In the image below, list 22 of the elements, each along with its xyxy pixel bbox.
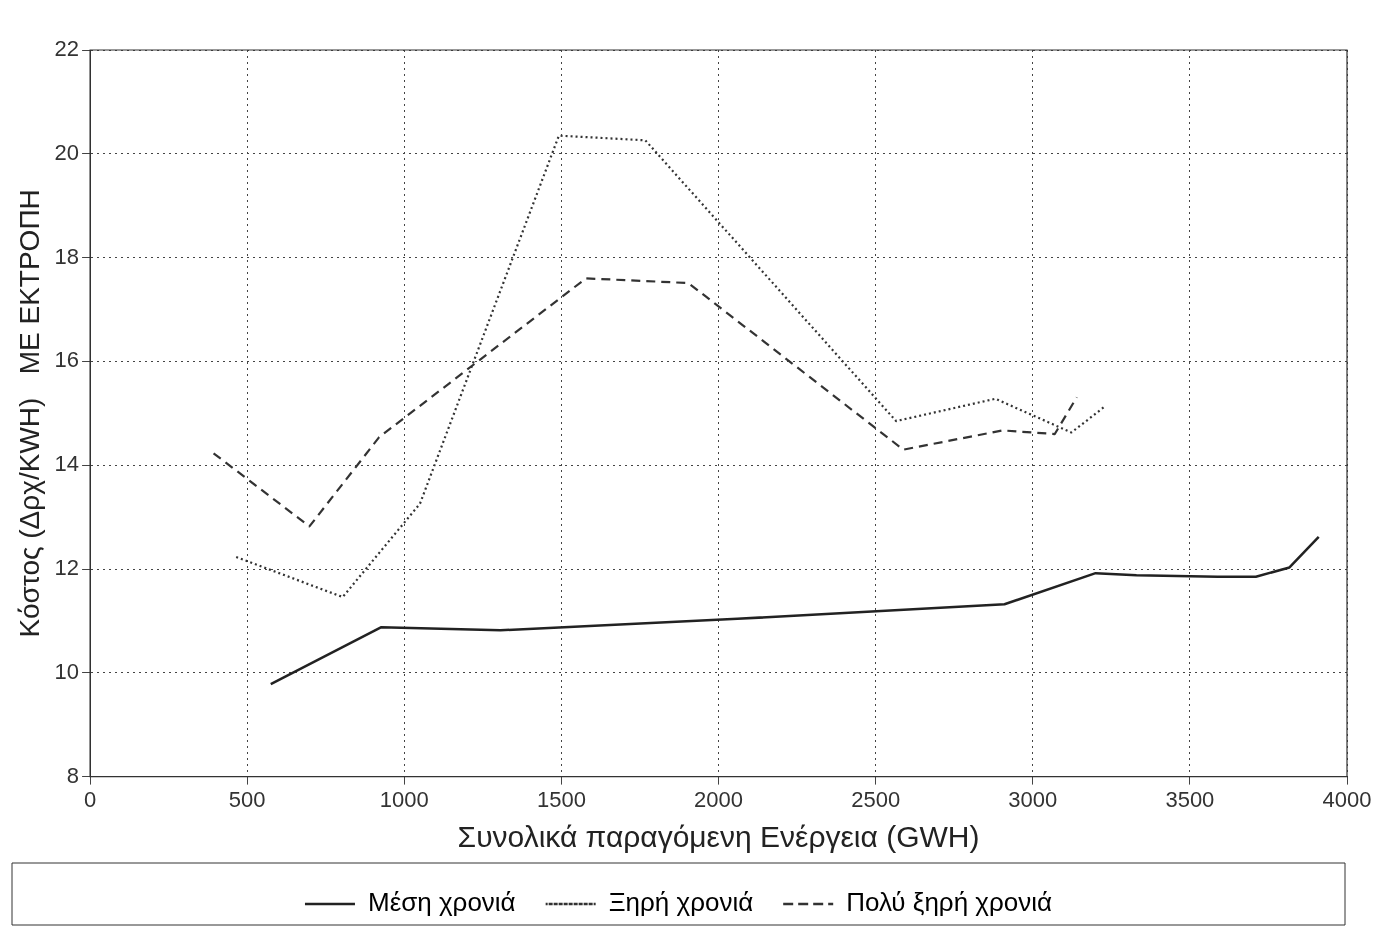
y-tick-label: 20 [54, 139, 80, 165]
y-tick-label: 10 [54, 658, 80, 684]
y-tick-label: 18 [54, 243, 80, 269]
legend-label: Ξηρή χρονιά [608, 887, 754, 918]
x-axis-title: Συνολικά παραγόμενη Ενέργεια (GWH) [457, 820, 980, 854]
y-tick-label: 14 [54, 451, 80, 477]
y-tick-label: 8 [66, 762, 80, 788]
x-tick-label: 1000 [379, 786, 429, 812]
x-tick-label: 2000 [694, 786, 744, 812]
x-tick-label: 500 [228, 786, 266, 812]
y-tick-label: 12 [54, 555, 80, 581]
y-tick-label: 22 [54, 36, 80, 62]
legend-label: Μέση χρονιά [367, 887, 516, 918]
x-tick-label: 0 [83, 786, 97, 812]
y-tick-label: 16 [54, 347, 80, 373]
x-tick-label: 3500 [1165, 786, 1215, 812]
x-tick-label: 1500 [536, 786, 586, 812]
x-tick-label: 3000 [1008, 786, 1058, 812]
x-tick-label: 2500 [851, 786, 901, 812]
x-tick-label: 4000 [1322, 786, 1372, 812]
y-axis-title: Κόστος (Δρχ/KWH) ΜΕ ΕΚΤΡΟΠΗ [13, 189, 45, 638]
legend-label: Πολύ ξηρή χρονιά [846, 887, 1053, 918]
